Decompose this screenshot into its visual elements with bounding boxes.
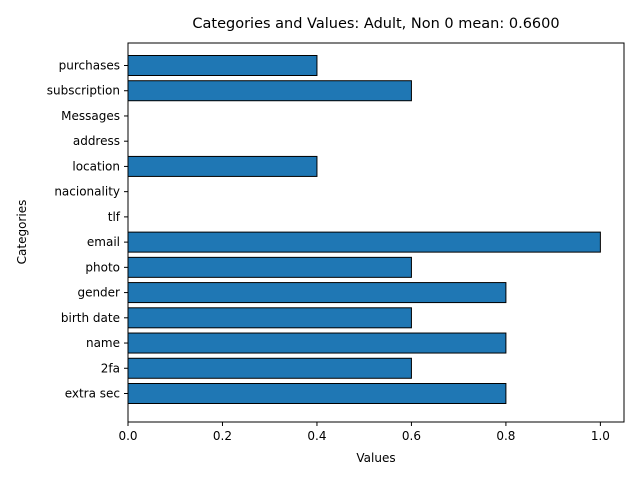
bar [127, 383, 507, 404]
bar [127, 307, 412, 329]
y-tick-label: name [86, 336, 120, 350]
x-tick-label: 0.0 [118, 429, 137, 443]
x-tick-label: 0.4 [307, 429, 326, 443]
y-tick-label: extra sec [65, 387, 120, 401]
y-tick-label: tlf [108, 210, 121, 224]
bar [127, 256, 412, 278]
x-axis-label: Values [356, 451, 395, 465]
x-axis-ticks: 0.0 0.2 0.4 0.6 0.8 1.0 [118, 422, 610, 443]
chart-title: Categories and Values: Adult, Non 0 mean… [192, 16, 559, 32]
plot-area-frame [127, 42, 625, 423]
y-tick-label: subscription [47, 84, 120, 98]
y-tick-label: Messages [61, 109, 120, 123]
x-tick-label: 0.6 [402, 429, 421, 443]
y-tick-label: gender [77, 286, 120, 300]
y-tick-label: email [87, 235, 120, 249]
y-tick-label: address [73, 134, 120, 148]
bar [127, 231, 601, 253]
bar [127, 80, 412, 102]
y-axis-label: Categories [15, 200, 29, 265]
bar [127, 155, 318, 177]
bar [127, 332, 507, 354]
x-tick-label: 0.8 [496, 429, 515, 443]
y-axis-ticks: extra sec 2fa name birth date gender photo ema… [47, 59, 128, 401]
y-tick-label: location [72, 159, 120, 173]
y-tick-label: purchases [59, 59, 120, 73]
y-tick-label: photo [85, 260, 120, 274]
x-tick-label: 0.2 [213, 429, 232, 443]
y-tick-label: birth date [61, 311, 120, 325]
x-tick-label: 1.0 [591, 429, 610, 443]
bar [127, 282, 507, 304]
bar [127, 357, 412, 379]
bar [127, 55, 318, 76]
y-tick-label: nacionality [54, 185, 120, 199]
y-tick-label: 2fa [101, 361, 120, 375]
